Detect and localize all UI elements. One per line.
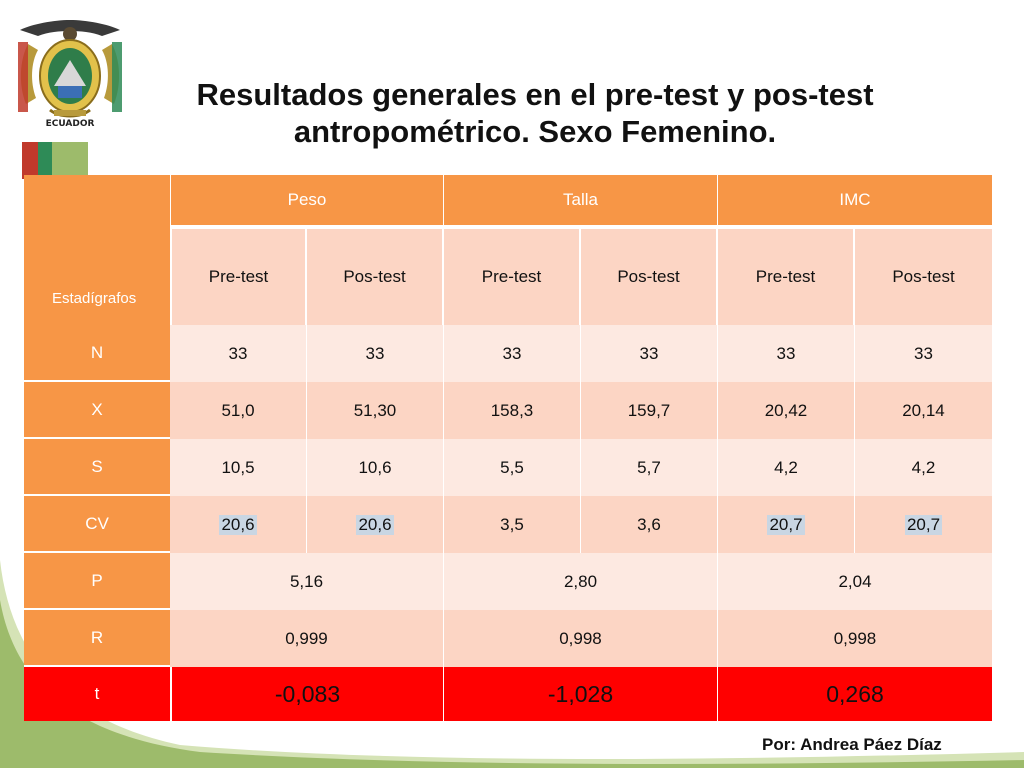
cell-s-2: 10,6 [307,439,444,496]
corner-header: Estadígrafos [24,175,170,325]
cell-n-2: 33 [307,325,444,382]
cell-cv-2: 20,6 [307,496,444,553]
cell-x-2: 51,30 [307,382,444,439]
cell-p-peso: 5,16 [170,553,444,610]
cell-t-imc: 0,268 [718,667,992,721]
cell-n-5: 33 [718,325,855,382]
cell-n-4: 33 [581,325,718,382]
page-title: Resultados generales en el pre-test y po… [140,76,930,150]
svg-text:ECUADOR: ECUADOR [46,119,95,129]
cell-p-talla: 2,80 [444,553,718,610]
cell-t-talla: -1,028 [444,667,718,721]
cell-cv-3: 3,5 [444,496,581,553]
title-line-1: Resultados generales en el pre-test y po… [196,77,874,112]
author-credit: Por: Andrea Páez Díaz [762,735,942,754]
row-label-r: R [24,610,170,667]
row-label-x: X [24,382,170,439]
row-label-s: S [24,439,170,496]
cell-n-1: 33 [170,325,307,382]
subheader-peso-pre: Pre-test [172,229,307,325]
subheader-imc-pre: Pre-test [718,229,855,325]
cell-x-1: 51,0 [170,382,307,439]
cell-s-4: 5,7 [581,439,718,496]
cell-cv-5: 20,7 [718,496,855,553]
cell-cv-6: 20,7 [855,496,992,553]
ecuador-coat-of-arms-icon: ECUADOR [18,20,122,179]
group-header-peso: Peso [170,175,444,225]
cell-r-peso: 0,999 [170,610,444,667]
row-label-p: P [24,553,170,610]
subheader-talla-pos: Pos-test [581,229,718,325]
title-line-2: antropométrico. Sexo Femenino. [293,114,777,149]
cell-x-3: 158,3 [444,382,581,439]
cell-cv-1: 20,6 [170,496,307,553]
subheader-peso-pos: Pos-test [307,229,444,325]
cell-cv-4: 3,6 [581,496,718,553]
cell-r-imc: 0,998 [718,610,992,667]
subheader-talla-pre: Pre-test [444,229,581,325]
cell-n-3: 33 [444,325,581,382]
cell-x-6: 20,14 [855,382,992,439]
cell-x-5: 20,42 [718,382,855,439]
cell-s-6: 4,2 [855,439,992,496]
cell-x-4: 159,7 [581,382,718,439]
header-gap [170,225,992,229]
row-label-cv: CV [24,496,170,553]
cell-s-5: 4,2 [718,439,855,496]
group-header-imc: IMC [718,175,992,225]
results-table: Estadígrafos Peso Talla IMC Pre-test Pos… [24,175,992,721]
cell-t-peso: -0,083 [170,667,444,721]
row-label-t: t [24,667,170,721]
cell-s-1: 10,5 [170,439,307,496]
subheader-imc-pos: Pos-test [855,229,992,325]
cell-p-imc: 2,04 [718,553,992,610]
cell-r-talla: 0,998 [444,610,718,667]
cell-n-6: 33 [855,325,992,382]
cell-s-3: 5,5 [444,439,581,496]
group-header-talla: Talla [444,175,718,225]
row-label-n: N [24,325,170,382]
